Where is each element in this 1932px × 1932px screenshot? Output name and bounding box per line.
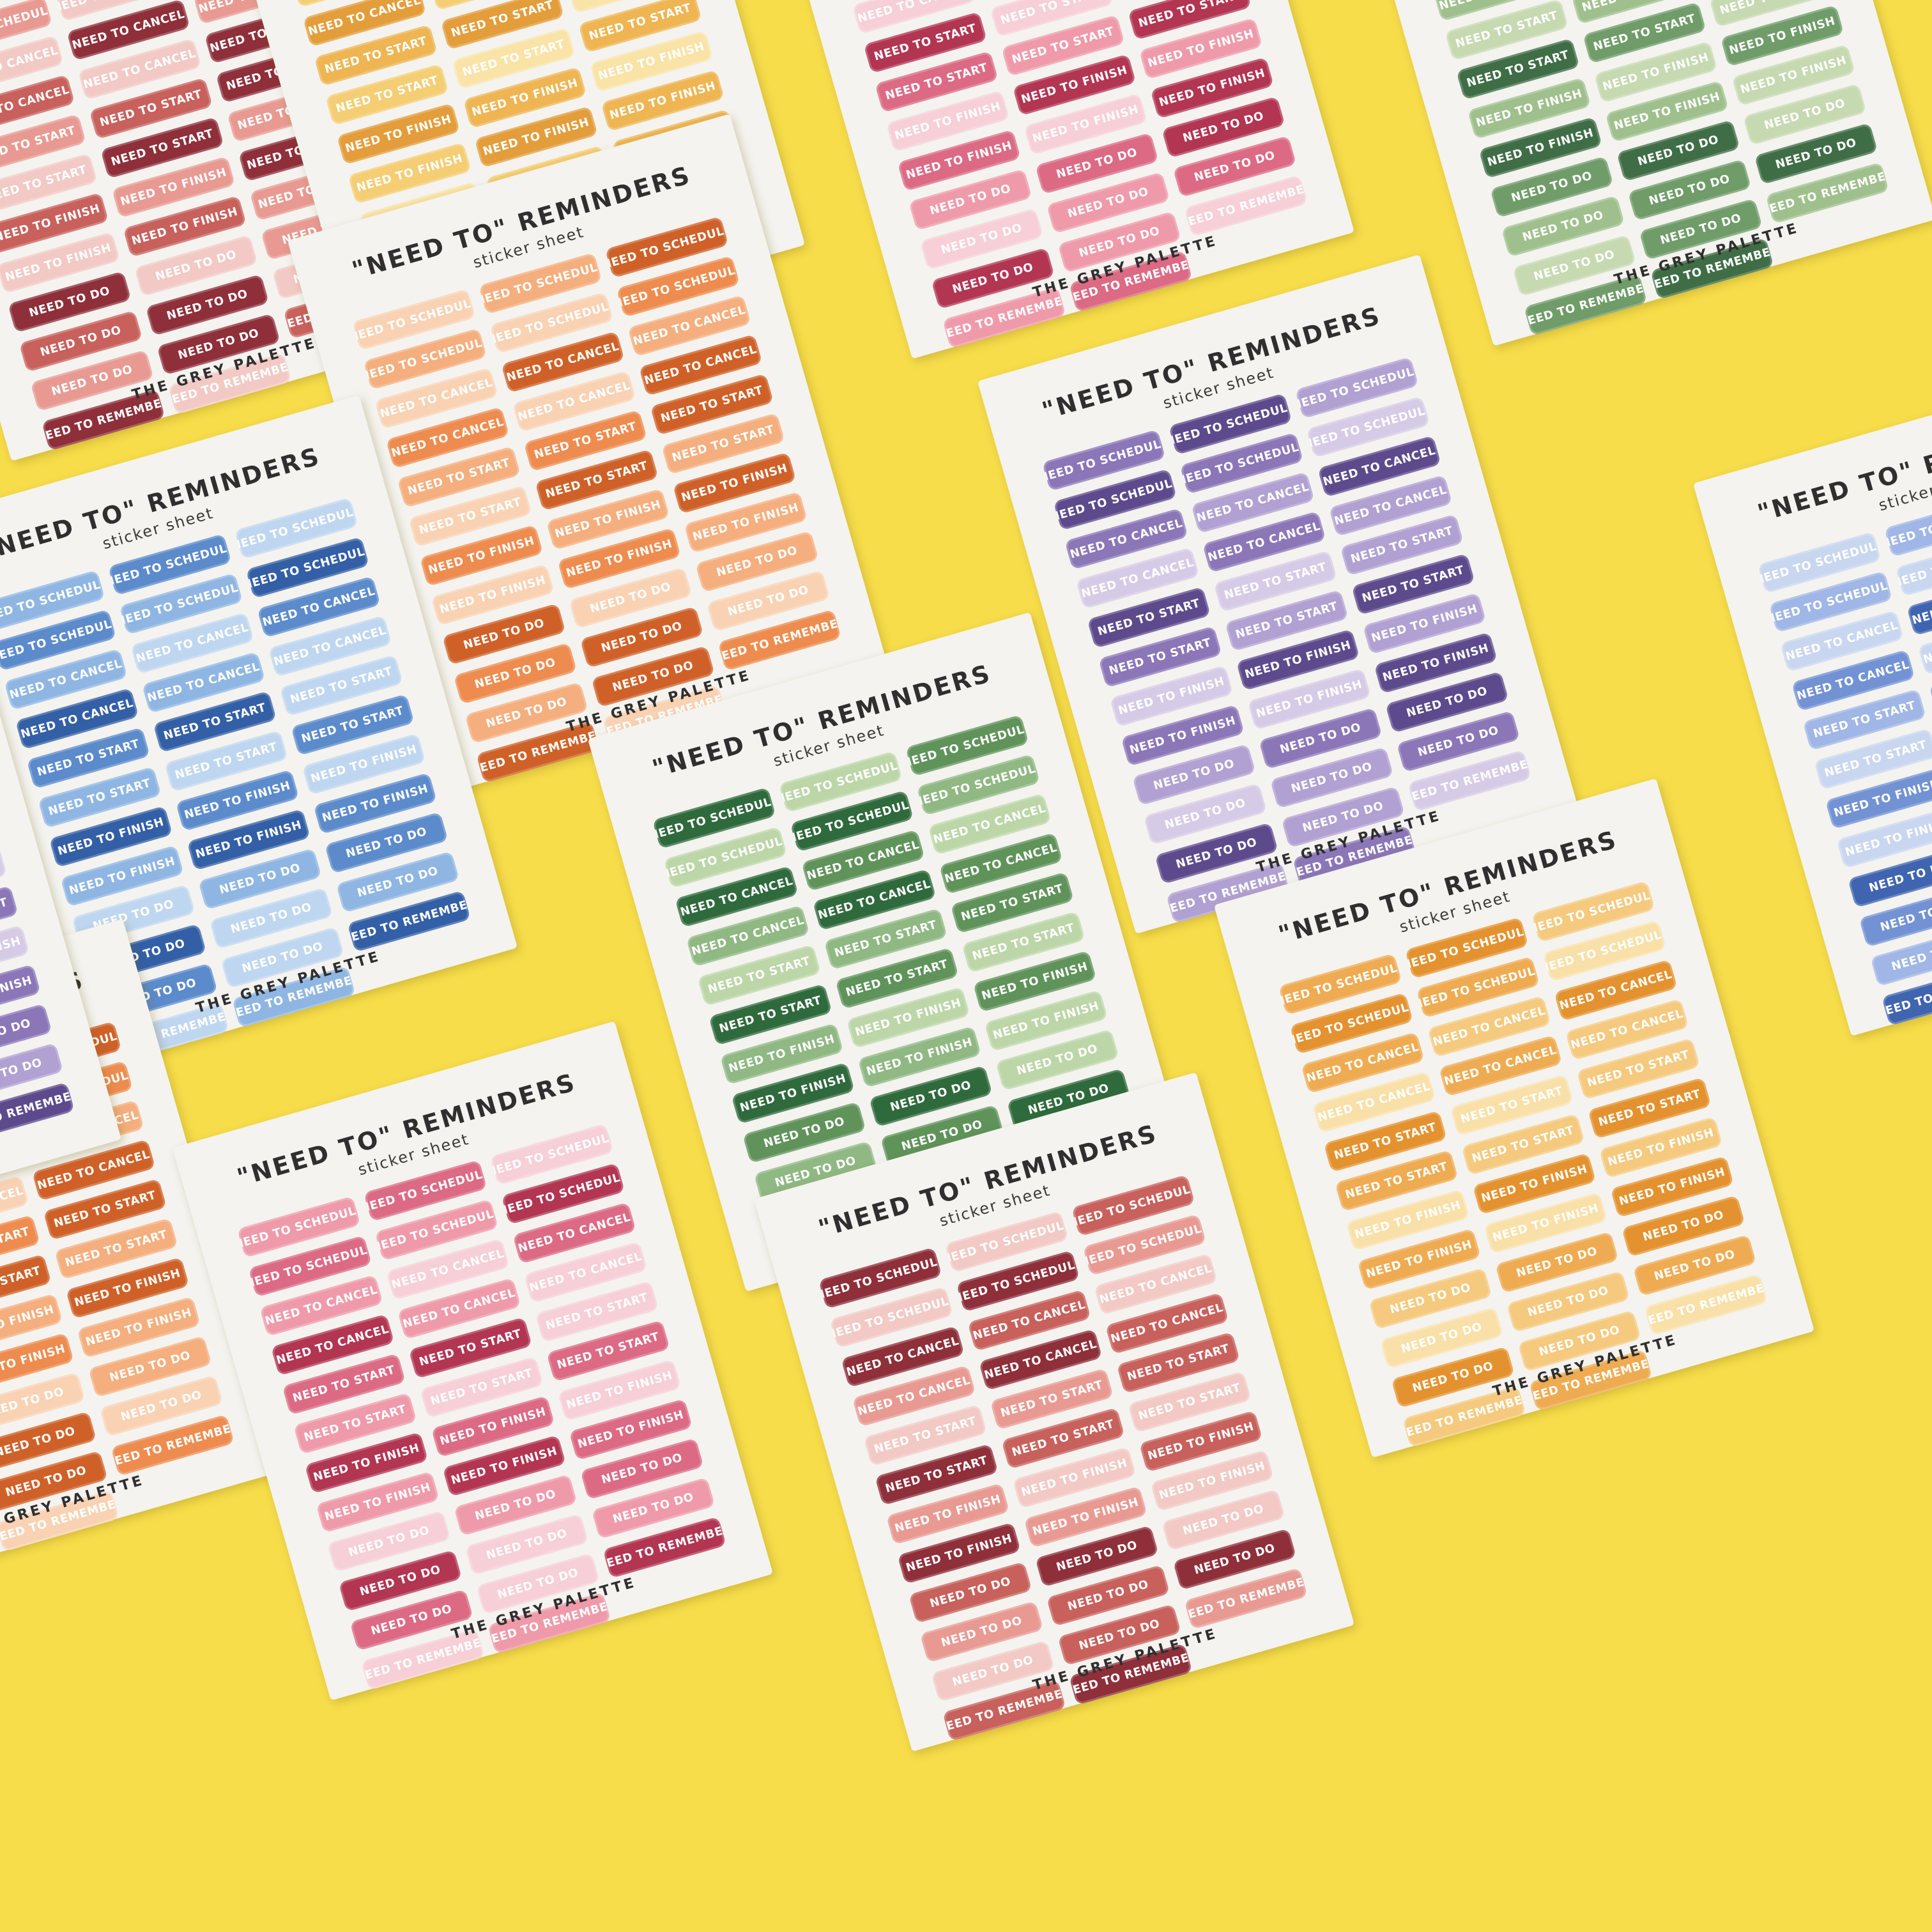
sticker-sheet-amber: "NEED TO" REMINDERS sticker sheet NEED TO … [1213,778,1815,1458]
